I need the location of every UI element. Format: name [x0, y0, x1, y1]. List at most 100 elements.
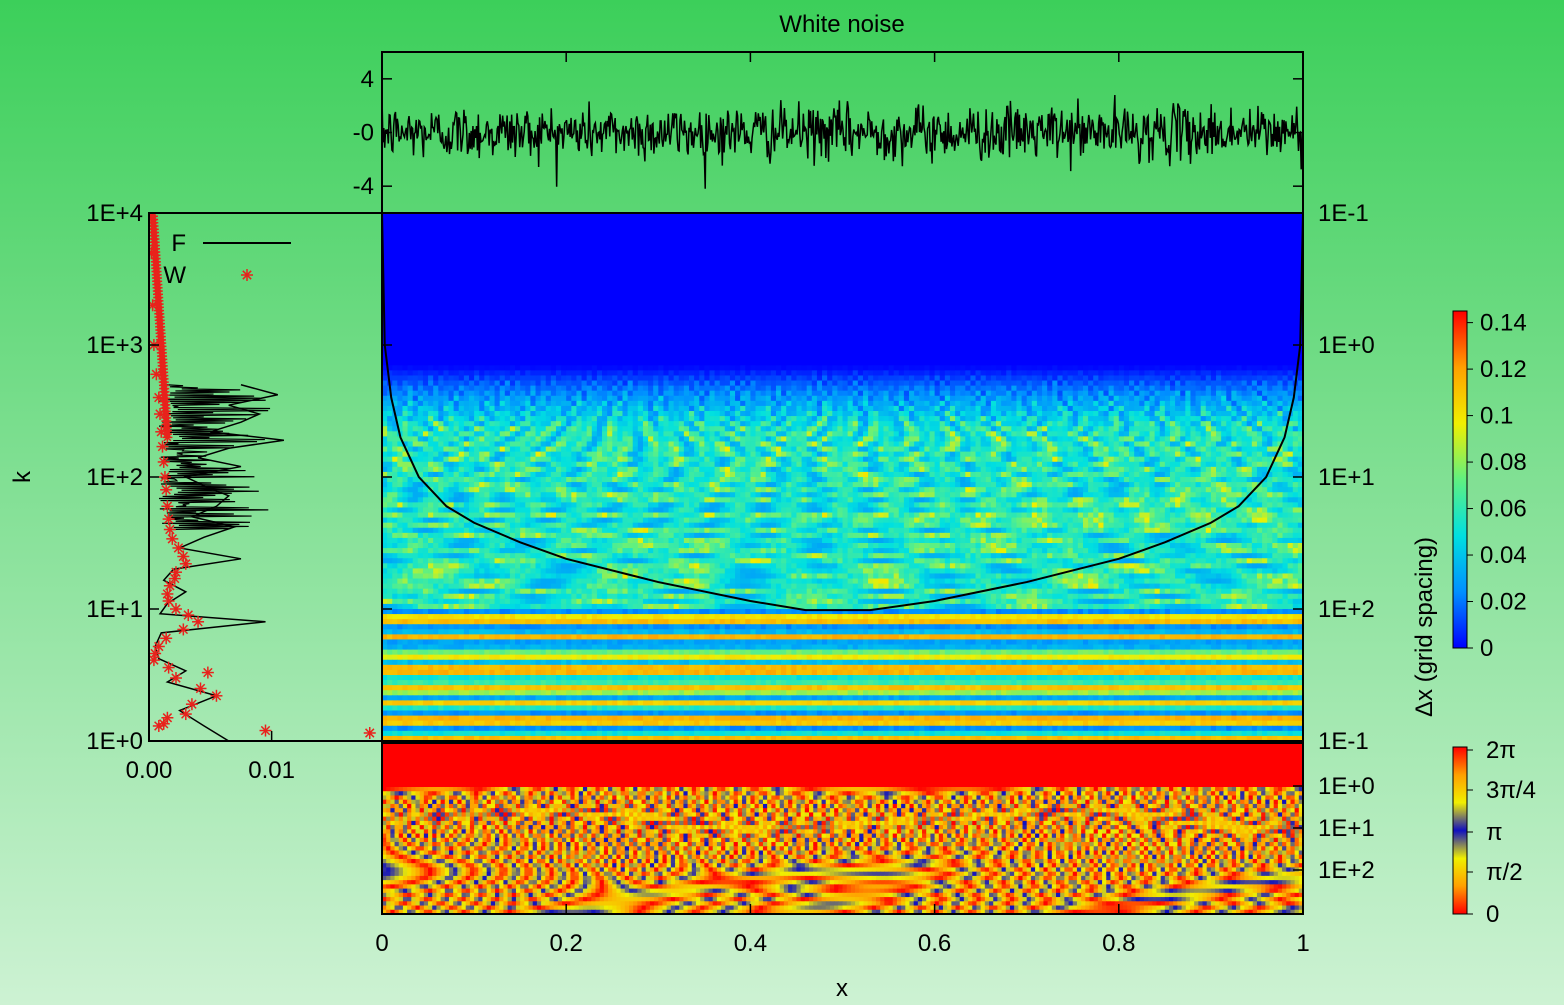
amplitude-cell — [1001, 314, 1007, 321]
amplitude-cell — [1200, 213, 1207, 219]
amplitude-cell — [893, 273, 900, 280]
amplitude-cell — [1195, 309, 1202, 316]
amplitude-cell — [965, 309, 972, 316]
amplitude-cell — [949, 339, 956, 346]
amplitude-cell — [1164, 289, 1171, 295]
amplitude-cell — [1093, 268, 1099, 275]
amplitude-cell — [1210, 263, 1217, 270]
amplitude-cell — [1236, 339, 1243, 346]
amplitude-cell — [663, 345, 670, 351]
amplitude-cell — [1292, 299, 1299, 305]
amplitude-cell — [489, 238, 496, 245]
amplitude-cell — [1134, 294, 1140, 300]
amplitude-cell — [602, 289, 608, 295]
amplitude-cell — [770, 319, 777, 326]
amplitude-cell — [1175, 284, 1181, 290]
amplitude-cell — [699, 289, 705, 295]
amplitude-cell — [1026, 294, 1033, 300]
amplitude-cell — [1205, 228, 1212, 234]
amplitude-cell — [1118, 329, 1125, 336]
amplitude-cell — [1021, 243, 1028, 250]
amplitude-cell — [724, 253, 731, 260]
amplitude-cell — [1272, 284, 1279, 290]
amplitude-cell — [1169, 345, 1176, 351]
amplitude-cell — [1149, 233, 1156, 239]
amplitude-cell — [1251, 213, 1258, 219]
amplitude-cell — [862, 268, 869, 275]
amplitude-cell — [509, 324, 516, 331]
amplitude-cell — [750, 339, 757, 346]
amplitude-cell — [873, 314, 879, 321]
amplitude-cell — [1052, 294, 1058, 300]
amplitude-cell — [433, 253, 439, 260]
amplitude-cell — [822, 324, 828, 331]
amplitude-cell — [1210, 238, 1217, 245]
amplitude-cell — [1001, 289, 1007, 295]
amplitude-cell — [484, 238, 491, 245]
amplitude-cell — [428, 228, 434, 234]
amplitude-cell — [1241, 243, 1248, 250]
amplitude-cell — [822, 223, 828, 229]
amplitude-cell — [555, 223, 562, 229]
amplitude-cell — [443, 273, 450, 280]
amplitude-cell — [484, 279, 491, 285]
amplitude-cell — [637, 279, 644, 285]
amplitude-cell — [1077, 334, 1084, 341]
amplitude-cell — [1036, 289, 1043, 295]
amplitude-cell — [786, 233, 792, 239]
amplitude-cell — [642, 304, 649, 311]
amplitude-cell — [417, 258, 424, 265]
amplitude-cell — [382, 279, 388, 285]
amplitude-cell — [422, 329, 429, 336]
amplitude-cell — [1021, 339, 1028, 346]
amplitude-cell — [735, 329, 741, 336]
amplitude-cell — [607, 319, 613, 326]
amplitude-cell — [1287, 243, 1294, 250]
amplitude-cell — [857, 319, 864, 326]
amplitude-cell — [1118, 289, 1125, 295]
amplitude-cell — [934, 294, 941, 300]
amplitude-cell — [1180, 228, 1186, 234]
amplitude-cell — [637, 243, 644, 250]
amplitude-cell — [1292, 284, 1299, 290]
amplitude-cell — [939, 339, 946, 346]
amplitude-cell — [1103, 334, 1110, 341]
amplitude-cell — [1021, 238, 1028, 245]
amplitude-cell — [602, 218, 608, 224]
amplitude-cell — [602, 233, 608, 239]
amplitude-cell — [602, 213, 608, 219]
amplitude-cell — [1200, 243, 1207, 250]
amplitude-cell — [407, 253, 414, 260]
amplitude-cell — [888, 228, 895, 234]
amplitude-cell — [862, 329, 869, 336]
amplitude-cell — [924, 284, 931, 290]
amplitude-cell — [658, 314, 665, 321]
amplitude-cell — [775, 329, 782, 336]
amplitude-cell — [1144, 263, 1151, 270]
amplitude-cell — [1154, 223, 1161, 229]
amplitude-cell — [689, 233, 695, 239]
amplitude-cell — [402, 213, 409, 219]
amplitude-cell — [816, 248, 823, 255]
amplitude-cell — [1067, 243, 1074, 250]
amplitude-cell — [862, 223, 869, 229]
amplitude-cell — [566, 228, 572, 234]
amplitude-cell — [1169, 334, 1176, 341]
amplitude-cell — [735, 309, 741, 316]
amplitude-cell — [612, 329, 618, 336]
amplitude-cell — [1088, 299, 1094, 305]
amplitude-cell — [1093, 309, 1099, 316]
amplitude-cell — [1210, 334, 1217, 341]
amplitude-cell — [791, 289, 798, 295]
amplitude-cell — [1256, 329, 1263, 336]
amplitude-cell — [504, 233, 511, 239]
amplitude-cell — [765, 304, 772, 311]
amplitude-cell — [1292, 228, 1299, 234]
amplitude-cell — [581, 329, 588, 336]
amplitude-cell — [980, 233, 987, 239]
amplitude-cell — [1267, 289, 1273, 295]
amplitude-cell — [1026, 314, 1033, 321]
amplitude-cell — [581, 309, 588, 316]
amplitude-cell — [893, 213, 900, 219]
amplitude-cell — [1042, 268, 1048, 275]
